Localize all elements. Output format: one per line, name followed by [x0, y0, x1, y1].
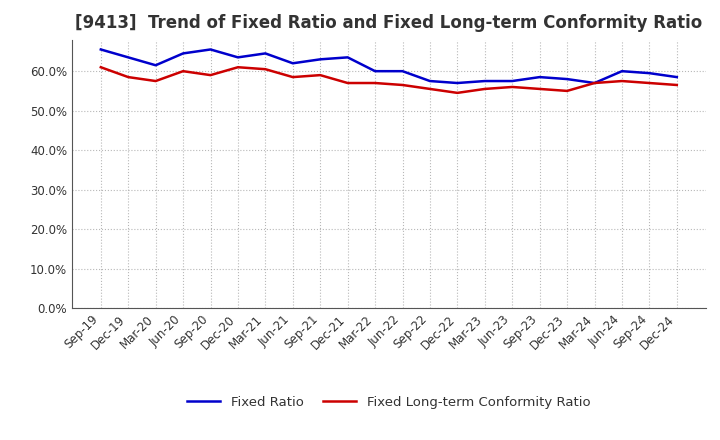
Fixed Long-term Conformity Ratio — [480, 86, 489, 92]
Fixed Ratio — [371, 69, 379, 74]
Fixed Long-term Conformity Ratio — [426, 86, 434, 92]
Fixed Long-term Conformity Ratio — [536, 86, 544, 92]
Fixed Ratio — [398, 69, 407, 74]
Fixed Ratio — [453, 81, 462, 86]
Fixed Long-term Conformity Ratio — [672, 82, 681, 88]
Fixed Ratio — [672, 74, 681, 80]
Fixed Long-term Conformity Ratio — [124, 74, 132, 80]
Fixed Long-term Conformity Ratio — [618, 78, 626, 84]
Title: [9413]  Trend of Fixed Ratio and Fixed Long-term Conformity Ratio: [9413] Trend of Fixed Ratio and Fixed Lo… — [75, 15, 703, 33]
Fixed Ratio — [480, 78, 489, 84]
Fixed Long-term Conformity Ratio — [371, 81, 379, 86]
Fixed Ratio — [179, 51, 187, 56]
Fixed Ratio — [645, 70, 654, 76]
Fixed Ratio — [618, 69, 626, 74]
Fixed Long-term Conformity Ratio — [233, 65, 242, 70]
Fixed Ratio — [289, 61, 297, 66]
Fixed Long-term Conformity Ratio — [316, 73, 325, 78]
Fixed Long-term Conformity Ratio — [590, 81, 599, 86]
Fixed Ratio — [426, 78, 434, 84]
Fixed Long-term Conformity Ratio — [398, 82, 407, 88]
Fixed Long-term Conformity Ratio — [563, 88, 572, 94]
Legend: Fixed Ratio, Fixed Long-term Conformity Ratio: Fixed Ratio, Fixed Long-term Conformity … — [182, 391, 595, 414]
Fixed Ratio — [151, 62, 160, 68]
Fixed Ratio — [563, 77, 572, 82]
Fixed Long-term Conformity Ratio — [206, 73, 215, 78]
Fixed Long-term Conformity Ratio — [96, 65, 105, 70]
Fixed Long-term Conformity Ratio — [151, 78, 160, 84]
Fixed Ratio — [261, 51, 270, 56]
Line: Fixed Long-term Conformity Ratio: Fixed Long-term Conformity Ratio — [101, 67, 677, 93]
Fixed Ratio — [536, 74, 544, 80]
Fixed Long-term Conformity Ratio — [261, 66, 270, 72]
Fixed Ratio — [124, 55, 132, 60]
Fixed Long-term Conformity Ratio — [508, 84, 516, 90]
Fixed Long-term Conformity Ratio — [453, 90, 462, 95]
Fixed Long-term Conformity Ratio — [289, 74, 297, 80]
Fixed Ratio — [96, 47, 105, 52]
Fixed Ratio — [590, 81, 599, 86]
Fixed Long-term Conformity Ratio — [645, 81, 654, 86]
Fixed Ratio — [206, 47, 215, 52]
Fixed Ratio — [343, 55, 352, 60]
Line: Fixed Ratio: Fixed Ratio — [101, 49, 677, 83]
Fixed Ratio — [508, 78, 516, 84]
Fixed Ratio — [316, 57, 325, 62]
Fixed Long-term Conformity Ratio — [179, 69, 187, 74]
Fixed Ratio — [233, 55, 242, 60]
Fixed Long-term Conformity Ratio — [343, 81, 352, 86]
